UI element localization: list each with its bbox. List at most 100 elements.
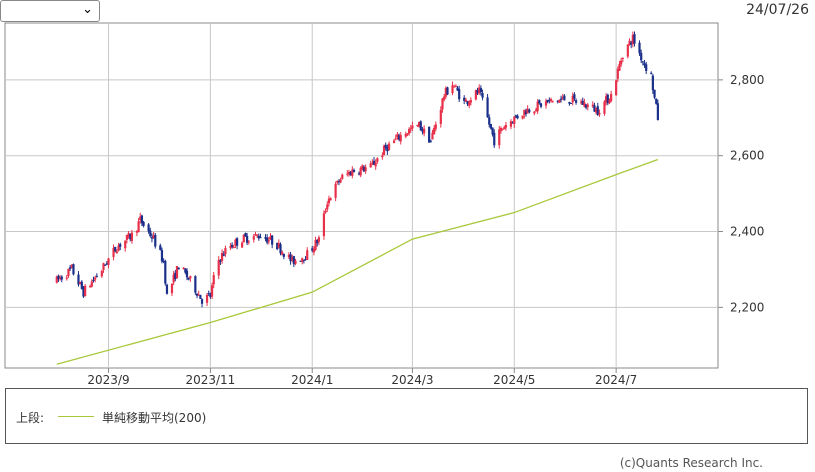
candle-down	[362, 165, 366, 173]
candle-down	[638, 40, 641, 56]
candle-up	[501, 128, 504, 131]
x-tick-label: 2024/3	[391, 373, 433, 387]
candle-up	[544, 98, 548, 109]
candle-down	[653, 89, 656, 100]
y-tick-label: 2,200	[730, 300, 764, 314]
candle-up	[277, 239, 280, 249]
candle-up	[359, 166, 362, 178]
candle-down	[142, 220, 145, 228]
candle-down	[194, 275, 197, 295]
candlestick-layer	[55, 31, 659, 308]
candle-up	[551, 100, 554, 103]
moving-average-layer	[56, 158, 659, 365]
legend-caption: 上段:	[16, 411, 45, 425]
candle-down	[104, 264, 107, 266]
candle-down	[528, 108, 531, 114]
candle-up	[595, 107, 598, 115]
candle-up	[404, 131, 407, 139]
candle-down	[476, 87, 479, 95]
candle-up	[306, 247, 309, 261]
candle-up	[618, 60, 621, 72]
stock-chart: 2,200 2,400 2,600 2,800 2023/9 2023/11 2024/1…	[4, 22, 764, 387]
candle-down	[246, 232, 249, 246]
candle-up	[281, 250, 284, 256]
candle-up	[579, 99, 583, 105]
candle-down	[516, 114, 519, 120]
candle-down	[563, 94, 566, 101]
candle-up	[392, 138, 396, 144]
candle-up	[339, 177, 342, 184]
candle-down	[129, 233, 132, 242]
candle-up	[610, 90, 613, 103]
candle-down	[292, 255, 295, 267]
candle-down	[596, 102, 599, 116]
candle-up	[172, 271, 175, 286]
candle-down	[538, 99, 541, 105]
candle-up	[135, 230, 139, 237]
candle-down	[466, 100, 469, 107]
candle-down	[630, 40, 633, 49]
candle-up	[621, 57, 624, 63]
candle-up	[139, 212, 142, 224]
candle-up	[197, 290, 200, 296]
candle-down	[119, 242, 122, 251]
candle-down	[491, 127, 494, 137]
candle-down	[559, 95, 563, 103]
candle-down	[302, 259, 305, 264]
candle-up	[220, 249, 224, 264]
candle-up	[291, 254, 294, 263]
candle-down	[568, 101, 571, 106]
candle-up	[107, 257, 110, 269]
candle-down	[236, 237, 239, 250]
candle-up	[334, 181, 337, 202]
candle-down	[573, 92, 576, 101]
period-select[interactable]: ⌄	[0, 0, 100, 22]
candle-up	[67, 268, 70, 278]
candle-down	[357, 171, 361, 176]
y-tick-label: 2,400	[730, 225, 764, 239]
candle-up	[224, 245, 227, 257]
candle-up	[478, 84, 481, 95]
candle-up	[523, 109, 526, 119]
candle-up	[503, 125, 506, 130]
candle-down	[200, 298, 204, 308]
candle-down	[584, 104, 588, 110]
candle-down	[69, 264, 72, 272]
plot-area	[4, 22, 719, 369]
candle-down	[264, 234, 267, 242]
candle-up	[504, 121, 508, 131]
candle-down	[446, 86, 449, 96]
candle-up	[387, 141, 391, 151]
candle-down	[207, 290, 210, 296]
candle-down	[222, 251, 225, 257]
candle-up	[254, 231, 257, 236]
candle-up	[102, 262, 105, 273]
candle-up	[423, 125, 426, 137]
candle-down	[640, 49, 643, 64]
candle-up	[117, 242, 120, 252]
candle-up	[79, 281, 82, 285]
x-axis: 2023/9 2023/11 2024/1 2024/3 2024/5 2024/7	[87, 368, 637, 387]
candle-up	[327, 195, 331, 207]
candle-up	[294, 258, 297, 266]
candle-up	[558, 99, 561, 103]
candle-up	[55, 275, 58, 284]
candle-down	[77, 271, 80, 287]
candle-down	[219, 259, 222, 266]
candle-up	[474, 89, 477, 101]
candle-down	[257, 233, 260, 241]
candle-down	[479, 85, 482, 96]
candle-up	[347, 169, 351, 177]
candle-up	[314, 236, 317, 251]
candle-down	[80, 280, 83, 290]
candle-down	[645, 61, 648, 74]
candle-up	[616, 66, 619, 82]
candle-up	[434, 121, 437, 132]
candle-down	[511, 121, 514, 124]
candle-down	[105, 261, 108, 266]
candle-down	[259, 233, 262, 239]
candle-down	[641, 60, 644, 66]
candle-down	[57, 274, 60, 283]
candle-up	[631, 31, 634, 48]
candle-up	[65, 275, 68, 281]
